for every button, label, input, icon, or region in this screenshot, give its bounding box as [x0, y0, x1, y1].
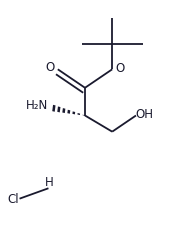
Polygon shape	[72, 111, 75, 114]
Polygon shape	[57, 106, 61, 112]
Polygon shape	[78, 113, 80, 115]
Text: O: O	[46, 61, 55, 74]
Polygon shape	[82, 115, 85, 116]
Polygon shape	[67, 110, 70, 114]
Text: Cl: Cl	[7, 193, 19, 206]
Polygon shape	[62, 108, 65, 113]
Text: H₂N: H₂N	[26, 99, 48, 112]
Text: H: H	[45, 176, 54, 189]
Polygon shape	[52, 105, 56, 112]
Text: O: O	[115, 62, 124, 75]
Text: OH: OH	[135, 108, 154, 121]
